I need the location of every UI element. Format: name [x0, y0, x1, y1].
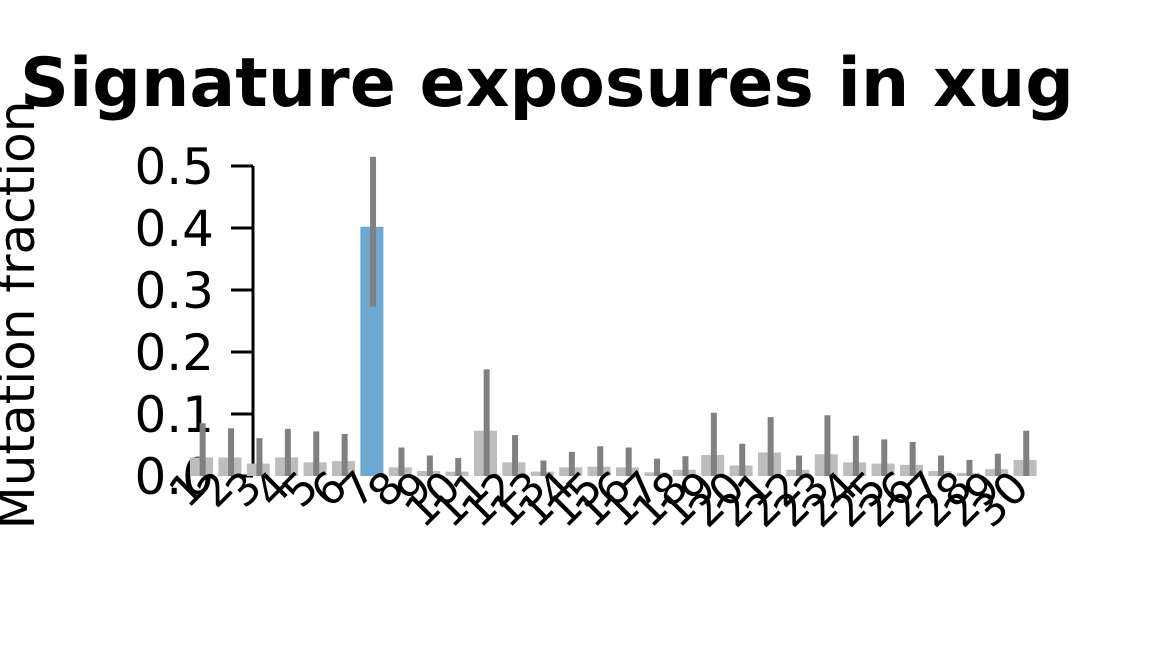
- y-tick-label: 0.5: [134, 138, 214, 196]
- x-axis-ticks: 1234567891011121314151617181920212223242…: [159, 462, 1038, 538]
- bar: [360, 226, 384, 476]
- y-tick-label: 0.3: [134, 262, 214, 320]
- error-bars: [199, 156, 1030, 476]
- y-tick-label: 0.2: [134, 324, 214, 382]
- y-axis-label: Mutation fraction: [0, 101, 46, 530]
- y-axis: 0.00.10.20.30.40.5: [134, 138, 255, 506]
- chart-title: Signature exposures in xug: [20, 44, 1074, 123]
- y-tick-label: 0.4: [134, 200, 214, 258]
